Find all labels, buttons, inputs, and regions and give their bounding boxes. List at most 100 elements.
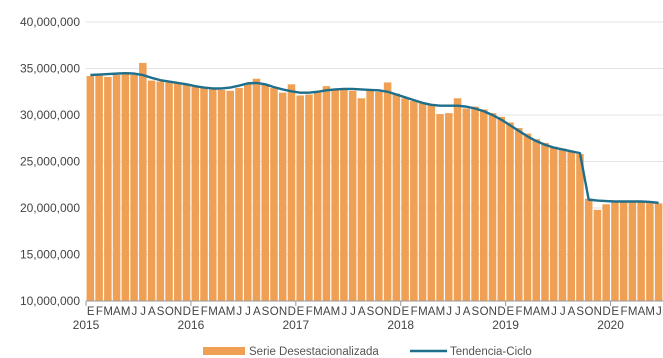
x-year-label: 2020 <box>597 318 624 332</box>
x-tick-month: E <box>87 306 95 318</box>
bar <box>235 88 243 301</box>
x-tick-month: M <box>540 306 549 318</box>
x-tick-month: E <box>192 306 200 318</box>
bar <box>305 94 313 301</box>
bar <box>576 154 584 301</box>
bar <box>95 74 103 301</box>
bar <box>619 201 628 301</box>
y-tick-label: 25,000,000 <box>20 155 80 169</box>
x-year-label: 2015 <box>73 318 100 332</box>
x-tick-month: F <box>96 306 103 318</box>
x-tick-month: E <box>506 306 514 318</box>
x-tick-month: N <box>594 306 602 318</box>
y-tick-label: 15,000,000 <box>20 248 80 262</box>
bar <box>558 148 567 301</box>
x-tick-month: S <box>262 306 270 318</box>
x-tick-month: S <box>471 306 479 318</box>
bar <box>654 203 663 301</box>
x-tick-month: J <box>551 306 556 318</box>
x-tick-month: D <box>497 306 505 318</box>
bar <box>375 91 383 301</box>
bar <box>287 84 296 301</box>
bar <box>436 114 444 301</box>
bar <box>208 88 217 302</box>
x-tick-month: A <box>428 306 436 318</box>
x-tick-month: A <box>253 306 261 318</box>
x-tick-month: J <box>341 306 346 318</box>
bar <box>147 80 156 301</box>
bar-series <box>86 62 663 302</box>
bar <box>637 201 645 301</box>
x-tick-month: O <box>270 306 279 318</box>
x-tick-month: A <box>358 306 366 318</box>
x-tick-month: J <box>140 306 145 318</box>
y-tick-label: 30,000,000 <box>20 108 80 122</box>
x-tick-month: M <box>523 306 532 318</box>
x-tick-month: A <box>463 306 471 318</box>
x-tick-month: N <box>279 306 287 318</box>
bar <box>182 84 191 301</box>
x-year-label: 2017 <box>282 318 309 332</box>
x-tick-month: E <box>297 306 305 318</box>
x-tick-month: M <box>313 306 322 318</box>
bar <box>584 198 593 301</box>
line-series <box>90 71 659 205</box>
bar <box>427 104 436 302</box>
axes: 10,000,000 15,000,000 20,000,000 25,000,000… <box>20 15 663 332</box>
legend-label-line: Tendencia-Ciclo <box>450 346 532 358</box>
bar <box>471 106 479 301</box>
x-tick-month: A <box>568 306 576 318</box>
x-tick-month: O <box>165 306 174 318</box>
bar <box>348 90 357 301</box>
x-tick-month: M <box>331 306 340 318</box>
x-tick-month: O <box>375 306 384 318</box>
x-tick-month: D <box>183 306 191 318</box>
x-tick-month: D <box>602 306 610 318</box>
bar <box>497 116 506 301</box>
bar <box>593 209 602 301</box>
x-tick-month: J <box>350 306 355 318</box>
bar <box>104 76 112 302</box>
bar <box>200 88 208 301</box>
bar <box>646 202 654 301</box>
x-tick-month: D <box>392 306 400 318</box>
bar <box>611 201 619 301</box>
x-tick-month: A <box>638 306 646 318</box>
bar <box>366 90 374 301</box>
x-tick-month: N <box>489 306 497 318</box>
bar <box>217 89 226 301</box>
bar <box>418 102 427 301</box>
x-tick-month: J <box>656 306 661 318</box>
x-tick-month: J <box>455 306 460 318</box>
bar <box>523 133 532 301</box>
bar <box>331 88 339 302</box>
x-tick-month: F <box>516 306 523 318</box>
x-tick-month: J <box>560 306 565 318</box>
x-tick-month: F <box>306 306 313 318</box>
bar <box>480 109 488 301</box>
legend: Serie Desestacionalizada Tendencia-Ciclo <box>203 346 532 358</box>
bar <box>139 62 147 301</box>
bar <box>174 83 182 301</box>
bar <box>383 82 392 301</box>
trend-line <box>90 71 659 205</box>
bar <box>226 90 235 301</box>
bar <box>541 142 549 301</box>
x-tick-month: A <box>148 306 156 318</box>
x-tick-month: M <box>121 306 130 318</box>
bar <box>445 113 453 301</box>
bar <box>357 98 366 301</box>
x-tick-month: M <box>436 306 445 318</box>
x-tick-month: N <box>174 306 182 318</box>
bar <box>112 75 121 301</box>
bar <box>532 139 541 301</box>
bar <box>156 81 165 302</box>
bar <box>410 101 418 301</box>
x-tick-month: D <box>288 306 296 318</box>
bar <box>549 146 558 301</box>
y-tick-label: 10,000,000 <box>20 294 80 308</box>
x-tick-month: S <box>576 306 584 318</box>
x-tick-month: F <box>201 306 208 318</box>
bar <box>296 95 304 301</box>
